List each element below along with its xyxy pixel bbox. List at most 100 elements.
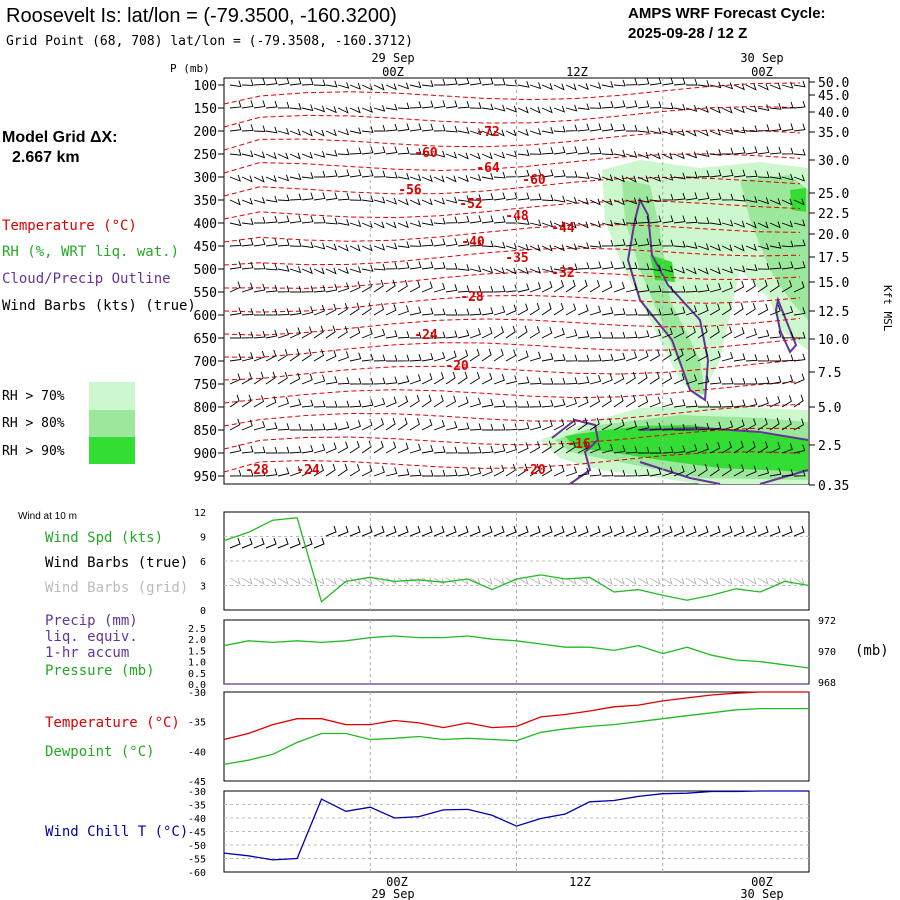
wind-barb [674,423,686,431]
wind-barb [578,354,590,362]
wind-barb [517,325,528,339]
wind-barb [505,375,518,385]
wind-barb [289,423,302,431]
wind-barb [577,83,589,91]
height-tick-label: 35.0 [818,126,849,141]
wind-barb [601,443,614,454]
wind-barb [733,302,744,316]
wind-speed-tick-label: 12 [194,508,206,519]
precip-legend-liq: liq. equiv. [45,629,138,645]
grid-wind-barb [337,577,349,586]
wind-barb [685,267,697,275]
wind-barb [253,446,266,454]
wind-barb [781,173,794,181]
pressure-legend: Pressure (mb) [45,663,155,679]
wind-barb [601,306,614,316]
wind-barb [577,103,590,111]
wind-barb [649,422,662,431]
wind-barb [277,77,290,86]
wind-chill-tick-label: -50 [188,841,206,852]
wind-barb [349,106,361,114]
wind-barb [349,194,362,201]
wind-barb [325,442,337,454]
wind-barb [793,373,805,385]
grid-wind-barb [661,577,673,586]
isotherm-line [223,106,801,128]
true-wind-barb [337,525,349,537]
wind-barb [505,463,516,477]
wind-barb [793,80,806,88]
wind-barb [313,267,325,275]
wind-barb [385,279,396,293]
wind-barb [434,78,446,86]
wind-barb [385,103,398,111]
wind-barb [565,377,578,385]
bottom-time-12z: 12Z [569,875,591,889]
wind-barb [301,215,314,224]
wind-barb [361,221,373,229]
wind-barb [649,396,661,408]
wind-barb [625,151,638,158]
wind-barb [793,100,806,109]
wind-barb [385,123,398,132]
wind-barb [577,123,590,132]
wind-barb [625,331,638,339]
grid-wind-barb [529,577,541,586]
wind-barb [241,100,254,109]
wind-barb [721,106,733,114]
wind-barb [373,243,386,251]
wind-barb [793,469,806,477]
wind-barb [529,400,542,408]
wind-barb [709,128,721,136]
grid-wind-barb [601,577,613,586]
wind-barb [457,101,470,109]
wind-barb [325,169,338,178]
wind-barb [613,307,626,316]
wind-speed-line [223,516,810,603]
wind-barb [289,327,301,339]
wind-barb [697,422,710,431]
wind-barb [241,124,254,132]
wind-barb [493,104,506,112]
wind-barb [337,128,350,136]
wind-barb [601,148,614,156]
wind-barb [445,238,458,247]
wind-barb [409,394,420,408]
wind-barb [685,444,698,454]
wind-barb [457,308,470,316]
wind-barb [518,400,530,408]
wind-barb [577,396,589,408]
wind-barb [565,303,577,316]
wind-barb [733,399,746,408]
wind-barb [325,303,337,316]
wind-barb [517,303,529,316]
wind-barb [373,354,386,362]
wind-barb [229,100,242,109]
wind-barb [289,152,301,160]
wind-barb [553,244,565,252]
wind-barb [541,265,554,273]
wind-barb [409,443,422,454]
height-tick-label: 20.0 [818,228,849,243]
wind-barb [313,400,326,408]
wind-barb [757,221,769,229]
wind-barb [541,399,554,408]
wind-barb [229,80,242,88]
wind-barb [733,194,746,202]
wind-barb [781,198,793,206]
wind-barb [649,152,661,160]
wind-barb [241,352,254,362]
wind-barb [457,195,470,203]
wind-barb [433,100,446,109]
wind-barb [229,307,242,316]
isotherm-line [223,359,801,381]
wind-barb [637,238,650,247]
wind-barb [313,304,325,316]
wind-barb [709,376,722,385]
temp-dewpoint-panel: -30 -35 -40 -45 [188,688,810,788]
wind-barb [397,82,410,90]
model-grid-value: 2.667 km [12,149,80,166]
wind-barb [697,170,710,178]
wind-barb [565,221,577,229]
wind-barb [349,169,362,178]
